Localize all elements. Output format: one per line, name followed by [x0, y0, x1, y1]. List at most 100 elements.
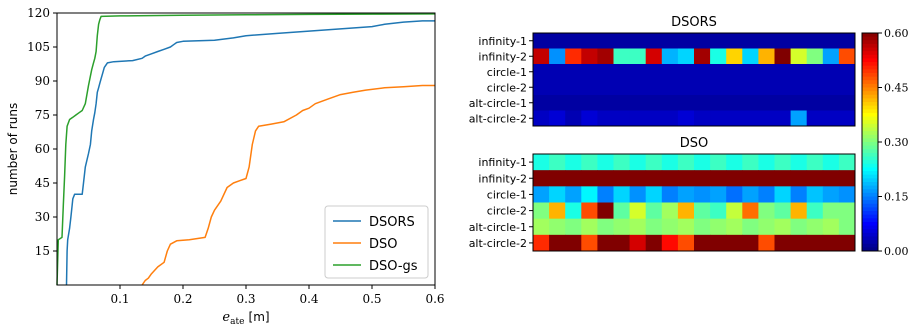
heatmap-dso-frame — [532, 153, 856, 252]
heatmap-cell — [661, 79, 679, 96]
xlabel-unit: [m] — [249, 310, 270, 324]
heatmap-dsors-row-labels: infinity-1 infinity-2 circle-1 circle-2 alt-… — [469, 35, 533, 125]
heatmap-cell — [838, 110, 856, 127]
heatmap-cell — [533, 234, 550, 252]
heatmap-cell — [581, 79, 598, 96]
row-label: infinity-2 — [478, 172, 527, 185]
heatmap-cell — [726, 170, 743, 187]
heatmap-cell — [677, 170, 695, 187]
heatmap-cell — [694, 33, 711, 49]
heatmap-cell — [677, 79, 695, 96]
heatmap-cell — [677, 48, 695, 65]
heatmap-cell — [613, 154, 630, 171]
heatmap-cell — [742, 154, 759, 171]
heatmap-cell — [694, 186, 711, 203]
colorbar-band — [862, 123, 878, 128]
heatmap-cell — [742, 218, 759, 236]
heatmap-cell — [533, 64, 550, 80]
heatmap-cell — [565, 110, 582, 127]
heatmap-cell — [645, 79, 663, 96]
row-label: infinity-1 — [478, 35, 527, 48]
colorbar-band — [862, 94, 878, 99]
heatmap-cell — [710, 202, 727, 220]
heatmap-cell — [838, 202, 856, 220]
heatmap-cell — [533, 202, 550, 220]
heatmap-cell — [565, 154, 582, 171]
heatmap-cell — [838, 234, 856, 252]
colorbar-band — [862, 40, 878, 45]
heatmap-cell — [694, 170, 711, 187]
heatmap-cell — [661, 186, 679, 203]
heatmap-cell — [661, 33, 679, 49]
heatmap-cell — [806, 154, 824, 171]
heatmap-cell — [645, 95, 663, 111]
heatmap-cell — [613, 110, 630, 127]
colorbar-band — [862, 145, 878, 150]
heatmap-cell — [597, 218, 614, 236]
heatmap-cell — [694, 79, 711, 96]
heatmap-cell — [742, 234, 759, 252]
heatmap-cell — [806, 95, 824, 111]
y-tick-label: 120 — [27, 6, 50, 20]
heatmap-cell — [822, 95, 840, 111]
heatmap-cell — [645, 202, 663, 220]
colorbar-band — [862, 69, 878, 74]
colorbar-band — [862, 112, 878, 118]
heatmap-cell — [774, 202, 791, 220]
heatmap-cell — [758, 95, 775, 111]
colorbar-band — [862, 221, 878, 227]
heatmap-cell — [645, 154, 663, 171]
heatmap-cell — [774, 218, 791, 236]
heatmap-cell — [710, 110, 727, 127]
heatmap-cell — [742, 110, 759, 127]
heatmap-cell — [629, 202, 647, 220]
x-tick-label: 0.5 — [362, 292, 381, 306]
heatmap-cell — [726, 110, 743, 127]
heatmap-cell — [661, 64, 679, 80]
colorbar-band — [862, 156, 878, 161]
heatmap-cell — [742, 186, 759, 203]
heatmap-cell — [774, 170, 791, 187]
colorbar-band — [862, 58, 878, 63]
xlabel-sub: ate — [230, 317, 244, 327]
line-series-group — [56, 13, 436, 286]
heatmap-cell — [581, 234, 598, 252]
heatmap-cell — [613, 202, 630, 220]
heatmap-cell — [533, 110, 550, 127]
heatmap-cell — [597, 79, 614, 96]
heatmap-cell — [549, 218, 566, 236]
colorbar: 0.00 0.15 0.30 0.45 0.60 — [861, 27, 909, 258]
heatmap-dso-cells — [533, 154, 856, 252]
heatmap-cell — [822, 186, 840, 203]
series-line-dsors — [65, 20, 435, 286]
heatmap-cell — [806, 234, 824, 252]
heatmap-cell — [677, 218, 695, 236]
colorbar-tick-label: 0.45 — [884, 82, 909, 95]
colorbar-band — [862, 174, 878, 179]
heatmap-dsors-cells — [533, 33, 856, 127]
heatmap-cell — [629, 79, 647, 96]
colorbar-band — [862, 247, 878, 252]
heatmap-cell — [533, 154, 550, 171]
heatmap-cell — [565, 218, 582, 236]
heatmap-cell — [533, 79, 550, 96]
heatmap-cell — [645, 234, 663, 252]
heatmap-cell — [790, 79, 808, 96]
heatmap-cell — [710, 154, 727, 171]
heatmap-cell — [694, 234, 711, 252]
heatmap-cell — [581, 95, 598, 111]
heatmap-cell — [774, 79, 791, 96]
heatmap-cell — [774, 110, 791, 127]
heatmap-cell — [581, 218, 598, 236]
heatmap-cell — [790, 154, 808, 171]
colorbar-band — [862, 232, 878, 237]
heatmap-cell — [742, 202, 759, 220]
colorbar-band — [862, 76, 878, 81]
heatmap-cell — [613, 170, 630, 187]
heatmap-cell — [806, 170, 824, 187]
heatmap-cell — [629, 170, 647, 187]
heatmap-cell — [661, 48, 679, 65]
colorbar-band — [862, 207, 878, 212]
colorbar-band — [862, 72, 878, 78]
heatmap-cell — [565, 33, 582, 49]
